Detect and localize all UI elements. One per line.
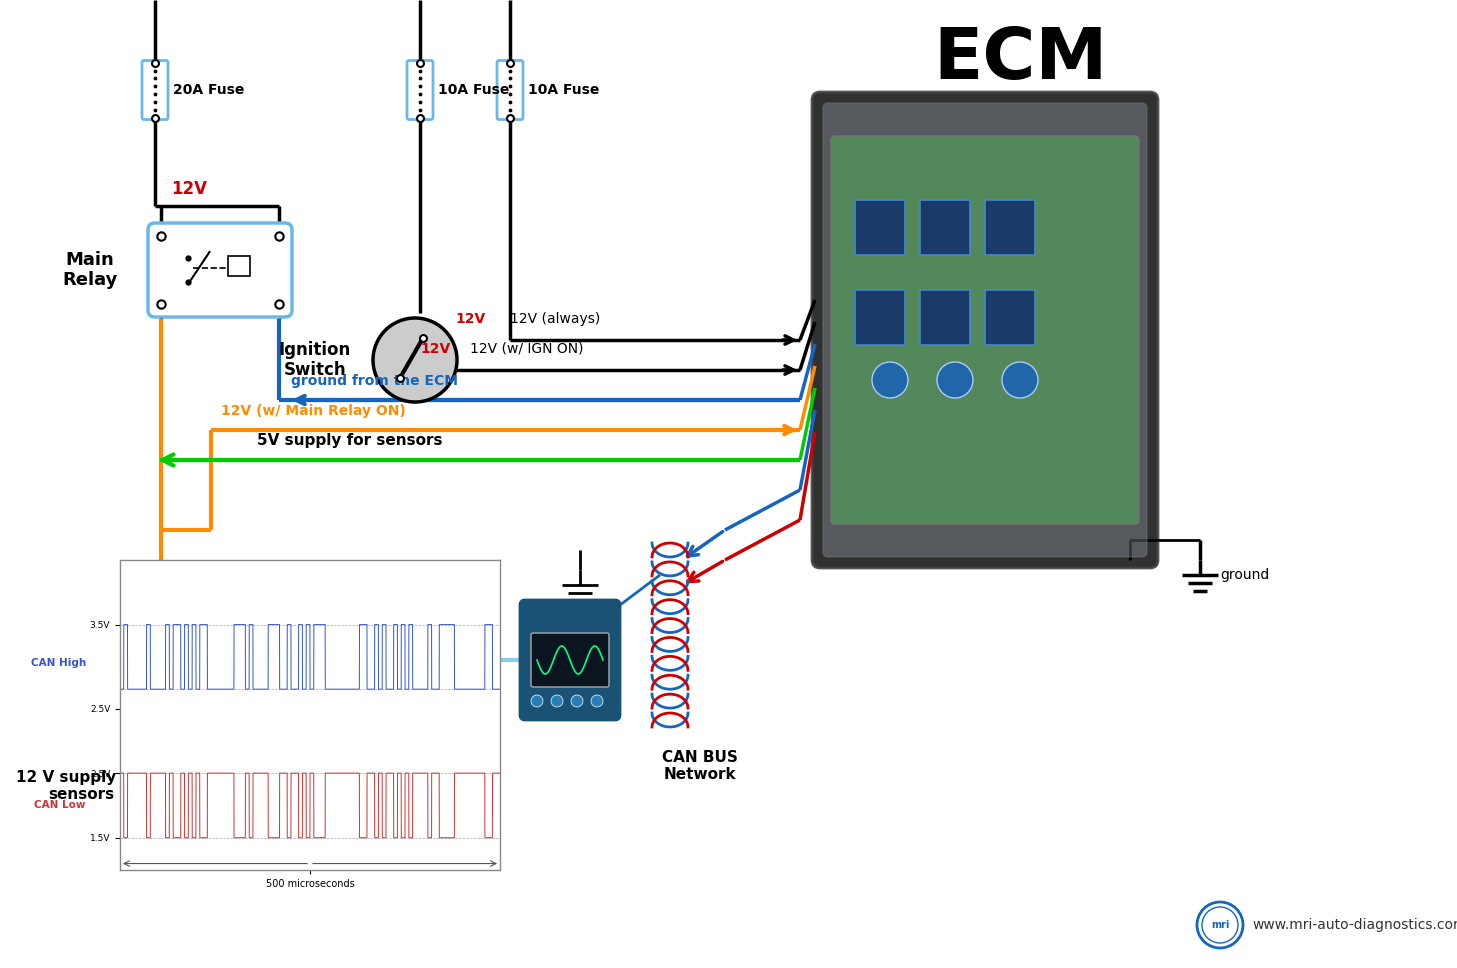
Circle shape xyxy=(571,695,583,707)
Circle shape xyxy=(551,695,562,707)
FancyBboxPatch shape xyxy=(149,223,291,317)
Text: CAN BUS
Network: CAN BUS Network xyxy=(661,750,737,782)
Text: 20A Fuse: 20A Fuse xyxy=(173,83,245,97)
Text: ground: ground xyxy=(1220,568,1269,582)
Text: ground from the ECM: ground from the ECM xyxy=(291,374,457,388)
FancyBboxPatch shape xyxy=(812,92,1158,568)
FancyBboxPatch shape xyxy=(530,633,609,687)
Bar xyxy=(855,200,905,255)
Circle shape xyxy=(871,362,908,398)
Text: 12 V supply for
sensors: 12 V supply for sensors xyxy=(16,770,146,802)
Bar xyxy=(985,290,1034,345)
Text: ECM: ECM xyxy=(932,25,1107,95)
Bar xyxy=(985,200,1034,255)
Circle shape xyxy=(1002,362,1037,398)
FancyBboxPatch shape xyxy=(407,60,433,119)
FancyBboxPatch shape xyxy=(141,60,168,119)
Circle shape xyxy=(937,362,973,398)
Text: 10A Fuse: 10A Fuse xyxy=(527,83,599,97)
Bar xyxy=(919,290,970,345)
FancyBboxPatch shape xyxy=(830,136,1139,524)
Text: www.mri-auto-diagnostics.com: www.mri-auto-diagnostics.com xyxy=(1252,918,1457,932)
Text: 12V (w/ Main Relay ON): 12V (w/ Main Relay ON) xyxy=(221,404,405,418)
Circle shape xyxy=(1202,907,1238,943)
FancyBboxPatch shape xyxy=(823,103,1147,557)
Circle shape xyxy=(1198,902,1243,948)
Bar xyxy=(855,290,905,345)
Text: 10A Fuse: 10A Fuse xyxy=(439,83,510,97)
Text: Main
Relay: Main Relay xyxy=(63,251,118,289)
Text: 5V supply for sensors: 5V supply for sensors xyxy=(258,433,443,448)
Text: mri: mri xyxy=(1211,920,1230,930)
Bar xyxy=(227,256,249,276)
Text: 12V (w/ IGN ON): 12V (w/ IGN ON) xyxy=(471,342,583,356)
FancyBboxPatch shape xyxy=(520,600,621,720)
Text: 12V (always): 12V (always) xyxy=(510,312,600,326)
Bar xyxy=(919,200,970,255)
FancyBboxPatch shape xyxy=(497,60,523,119)
Text: CAN High: CAN High xyxy=(31,658,86,668)
Circle shape xyxy=(592,695,603,707)
Text: 12V: 12V xyxy=(420,342,450,356)
Text: Ignition
Switch: Ignition Switch xyxy=(278,341,351,379)
Circle shape xyxy=(530,695,543,707)
Text: 12V: 12V xyxy=(455,312,485,326)
Text: CAN Low: CAN Low xyxy=(35,801,86,810)
Circle shape xyxy=(373,318,457,402)
Text: 12V: 12V xyxy=(170,180,207,198)
